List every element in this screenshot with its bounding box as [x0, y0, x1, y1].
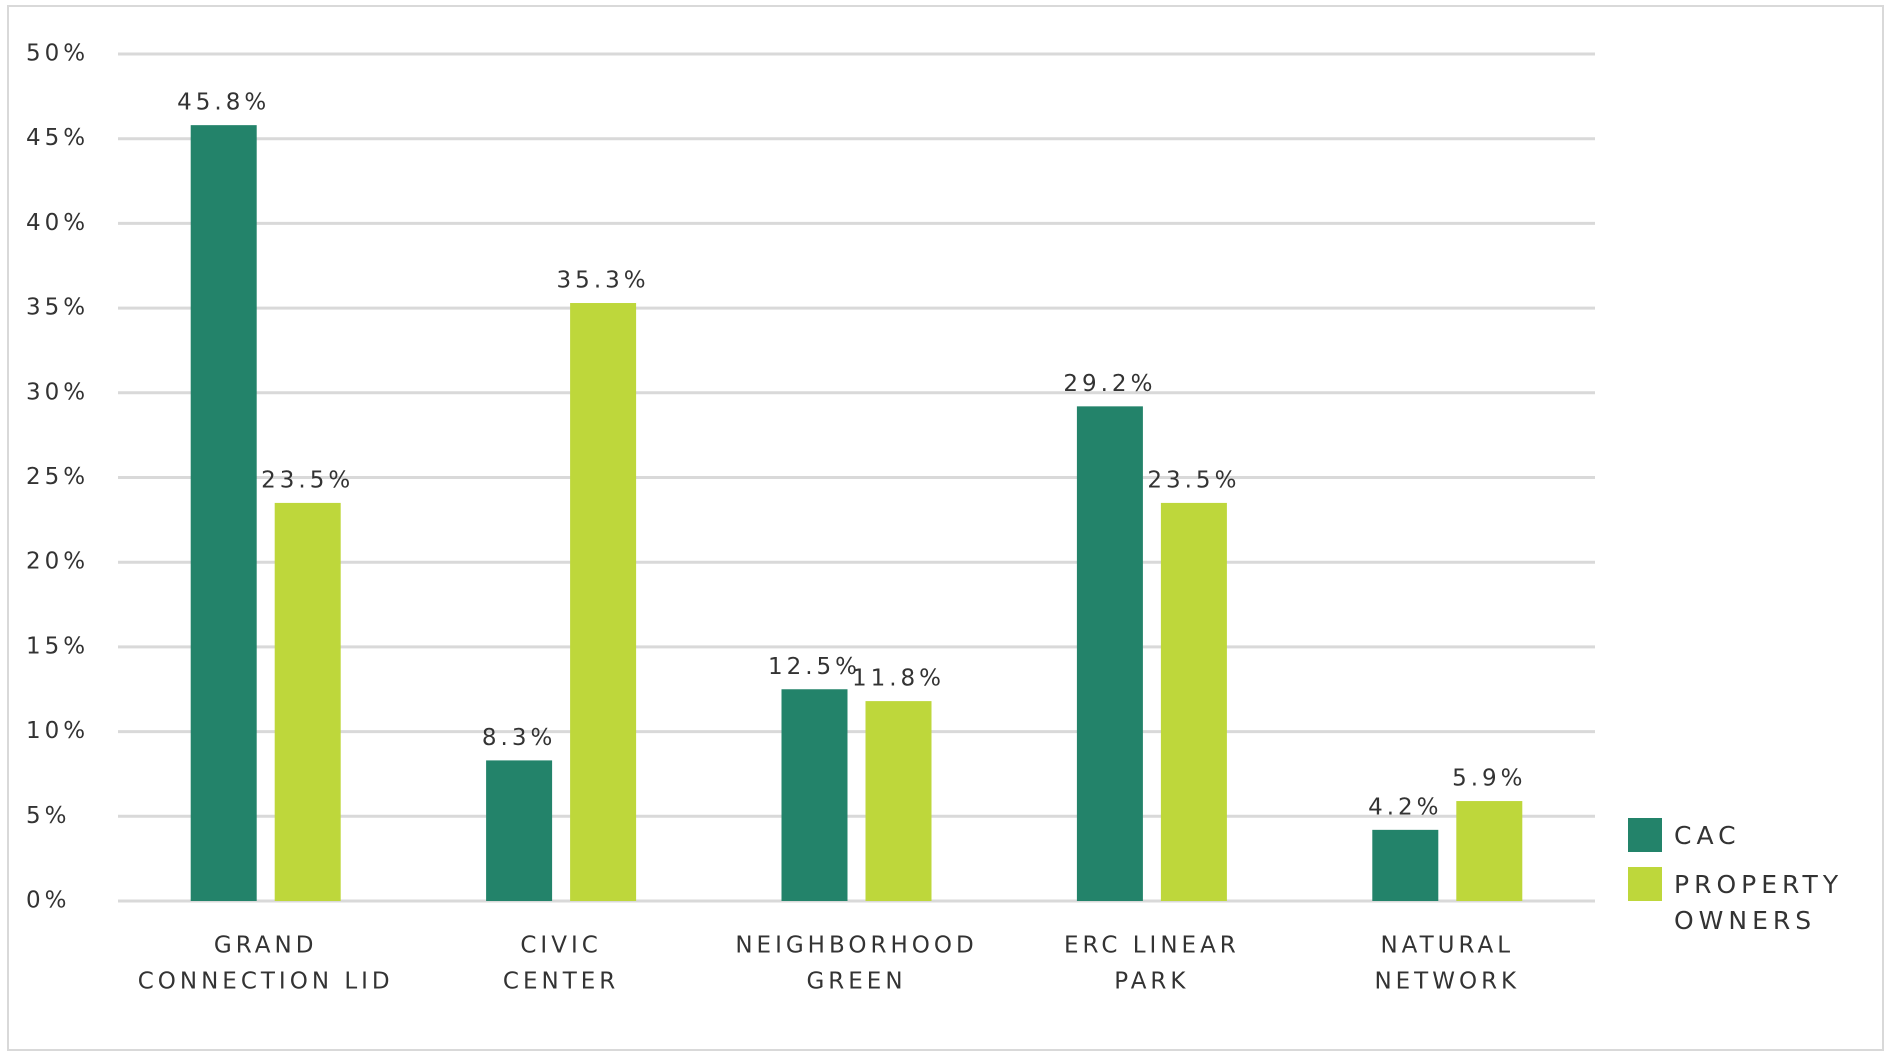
y-tick-label: 30%	[26, 379, 89, 405]
bar	[1372, 829, 1439, 901]
y-tick-label: 50%	[26, 41, 89, 67]
bar	[781, 689, 848, 901]
bar	[190, 125, 257, 901]
y-tick-label: 35%	[26, 295, 89, 321]
value-label: 23.5%	[261, 467, 354, 493]
x-tick-label: CENTER	[503, 969, 619, 995]
value-label: 12.5%	[768, 654, 861, 680]
value-label: 11.8%	[852, 666, 945, 692]
bar	[1456, 801, 1523, 901]
value-label: 45.8%	[177, 90, 270, 116]
value-label: 35.3%	[557, 268, 650, 294]
y-tick-label: 5%	[26, 803, 71, 829]
x-tick-label: ERC LINEAR	[1064, 933, 1240, 959]
value-label: 8.3%	[482, 725, 556, 751]
y-tick-label: 40%	[26, 210, 89, 236]
y-tick-label: 20%	[26, 549, 89, 575]
legend-label: PROPERTY OWNERS	[1674, 870, 1844, 935]
frame	[7, 5, 1884, 1051]
legend-label: CAC	[1674, 821, 1741, 850]
legend-swatch	[1628, 818, 1662, 852]
bar	[1160, 502, 1227, 901]
value-label: 23.5%	[1147, 467, 1240, 493]
x-tick-label: NETWORK	[1374, 969, 1520, 995]
bar	[1076, 406, 1143, 901]
bar	[570, 303, 637, 901]
y-tick-label: 45%	[26, 125, 89, 151]
x-tick-label: NATURAL	[1380, 933, 1514, 959]
x-tick-label: CIVIC	[520, 933, 601, 959]
x-tick-label: GRAND	[214, 933, 318, 959]
x-tick-label: GREEN	[806, 969, 906, 995]
value-label: 4.2%	[1368, 794, 1442, 820]
x-tick-label: NEIGHBORHOOD	[735, 933, 977, 959]
y-tick-label: 15%	[26, 633, 89, 659]
x-tick-label: PARK	[1114, 969, 1189, 995]
y-tick-label: 0%	[26, 888, 71, 914]
bar	[274, 502, 341, 901]
y-tick-label: 25%	[26, 464, 89, 490]
bar	[865, 701, 932, 901]
x-tick-label: CONNECTION LID	[138, 969, 394, 995]
y-tick-label: 10%	[26, 718, 89, 744]
legend-swatch	[1628, 867, 1662, 901]
value-label: 29.2%	[1063, 371, 1156, 397]
bar	[486, 760, 553, 901]
value-label: 5.9%	[1452, 766, 1526, 792]
